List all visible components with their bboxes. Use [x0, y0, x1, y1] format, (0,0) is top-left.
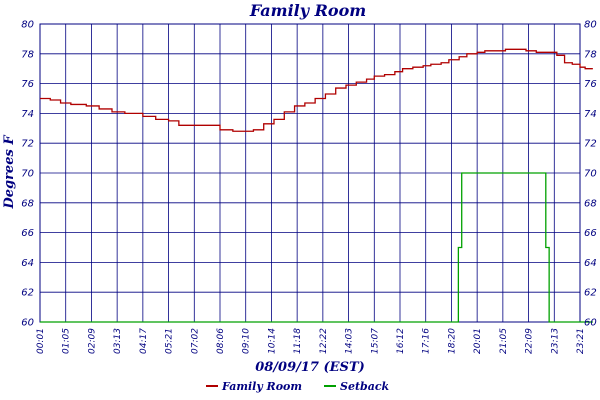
x-axis-label: 08/09/17 (EST) — [255, 360, 365, 375]
y-tick-label-left: 62 — [21, 288, 34, 299]
y-axis-label: Degrees F — [2, 135, 17, 210]
y-tick-label-left: 72 — [21, 139, 34, 150]
y-tick-label-right: 80 — [584, 20, 597, 31]
x-axis: 00:01 01:05 02:09 03:13 04:17 05:21 07:02 08:06… — [36, 328, 586, 354]
y-tick-label-right: 72 — [584, 139, 597, 150]
y-tick-label-left: 78 — [21, 49, 34, 60]
x-tick-label: 01:05 — [62, 328, 72, 354]
y-tick-label-right: 62 — [584, 288, 597, 299]
x-tick-label: 05:21 — [165, 328, 175, 354]
series-layer — [40, 48, 593, 323]
chart-title: Family Room — [249, 1, 366, 20]
x-tick-label: 09:10 — [242, 328, 252, 354]
y-tick-label-left: 74 — [21, 109, 34, 120]
legend: Family Room Setback — [206, 380, 390, 393]
y-tick-label-right: 76 — [584, 79, 597, 90]
y-axis-left: 60 62 64 66 68 70 72 74 76 78 80 — [21, 20, 34, 329]
series-line-family-room — [40, 48, 593, 132]
y-tick-label-right: 64 — [584, 258, 597, 269]
x-tick-label: 03:13 — [113, 328, 123, 354]
y-tick-label-right: 74 — [584, 109, 597, 120]
legend-label: Setback — [340, 380, 390, 393]
x-tick-label: 17:16 — [422, 328, 432, 354]
y-tick-label-right: 78 — [584, 49, 597, 60]
x-tick-label: 04:17 — [139, 328, 149, 354]
y-tick-label-left: 64 — [21, 258, 34, 269]
y-axis-right: 60 62 64 66 68 70 72 74 76 78 80 — [584, 20, 597, 329]
x-tick-label: 11:18 — [293, 328, 303, 354]
x-tick-label: 08:06 — [216, 328, 226, 354]
y-tick-label-right: 70 — [584, 169, 597, 180]
x-tick-label: 12:22 — [319, 328, 329, 354]
y-tick-label-left: 66 — [21, 228, 34, 239]
x-tick-label: 14:03 — [345, 328, 355, 354]
x-tick-label: 16:12 — [396, 328, 406, 354]
y-tick-label-left: 76 — [21, 79, 34, 90]
x-tick-label: 21:05 — [499, 328, 509, 354]
x-tick-label: 07:02 — [190, 328, 200, 354]
x-tick-label: 22:09 — [525, 328, 535, 354]
x-tick-label: 23:13 — [550, 328, 560, 354]
x-tick-label: 23:21 — [576, 328, 586, 354]
x-tick-label: 18:20 — [447, 328, 457, 354]
x-tick-label: 20:01 — [473, 328, 483, 354]
y-tick-label-right: 60 — [584, 318, 597, 329]
y-tick-label-right: 68 — [584, 198, 597, 209]
legend-label: Family Room — [221, 380, 302, 393]
y-tick-label-left: 80 — [21, 20, 34, 31]
x-tick-label: 15:07 — [370, 328, 380, 354]
x-tick-label: 10:14 — [267, 328, 277, 354]
y-tick-label-left: 60 — [21, 318, 34, 329]
y-tick-label-left: 68 — [21, 198, 34, 209]
y-tick-label-left: 70 — [21, 169, 34, 180]
y-tick-label-right: 66 — [584, 228, 597, 239]
x-tick-label: 02:09 — [87, 328, 97, 354]
x-tick-label: 00:01 — [36, 328, 46, 354]
series-line-setback — [40, 172, 593, 323]
